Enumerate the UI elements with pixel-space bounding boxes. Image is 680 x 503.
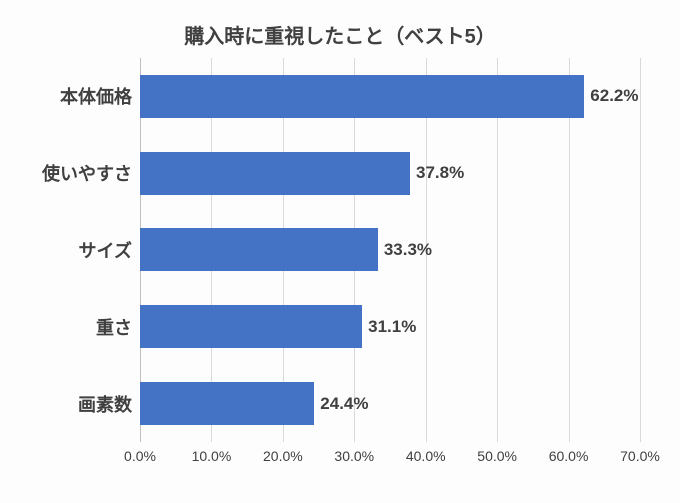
x-tick-label: 50.0%	[477, 442, 517, 464]
x-tick-label: 40.0%	[406, 442, 446, 464]
bar-row: 使いやすさ37.8%	[140, 152, 640, 195]
x-tick-label: 60.0%	[549, 442, 589, 464]
category-label: サイズ	[79, 237, 140, 263]
category-label: 重さ	[96, 314, 140, 340]
value-label: 24.4%	[314, 394, 368, 414]
bar: 62.2%	[140, 75, 584, 118]
value-label: 62.2%	[584, 86, 638, 106]
x-tick-label: 20.0%	[263, 442, 303, 464]
x-tick-label: 10.0%	[192, 442, 232, 464]
value-label: 37.8%	[410, 163, 464, 183]
plot-area: 0.0%10.0%20.0%30.0%40.0%50.0%60.0%70.0%本…	[140, 58, 640, 442]
value-label: 33.3%	[378, 240, 432, 260]
bar-row: 重さ31.1%	[140, 305, 640, 348]
bar: 31.1%	[140, 305, 362, 348]
value-label: 31.1%	[362, 317, 416, 337]
category-label: 画素数	[78, 391, 140, 417]
chart-container: 購入時に重視したこと（ベスト5） 0.0%10.0%20.0%30.0%40.0…	[0, 0, 680, 503]
bar: 24.4%	[140, 382, 314, 425]
x-tick-label: 70.0%	[620, 442, 660, 464]
category-label: 使いやすさ	[42, 160, 140, 186]
bar-row: 画素数24.4%	[140, 382, 640, 425]
gridline	[640, 58, 641, 442]
bar-row: サイズ33.3%	[140, 228, 640, 271]
x-tick-label: 0.0%	[124, 442, 156, 464]
bar: 33.3%	[140, 228, 378, 271]
bar: 37.8%	[140, 152, 410, 195]
chart-title: 購入時に重視したこと（ベスト5）	[0, 20, 680, 49]
x-tick-label: 30.0%	[334, 442, 374, 464]
bar-row: 本体価格62.2%	[140, 75, 640, 118]
category-label: 本体価格	[60, 83, 140, 109]
